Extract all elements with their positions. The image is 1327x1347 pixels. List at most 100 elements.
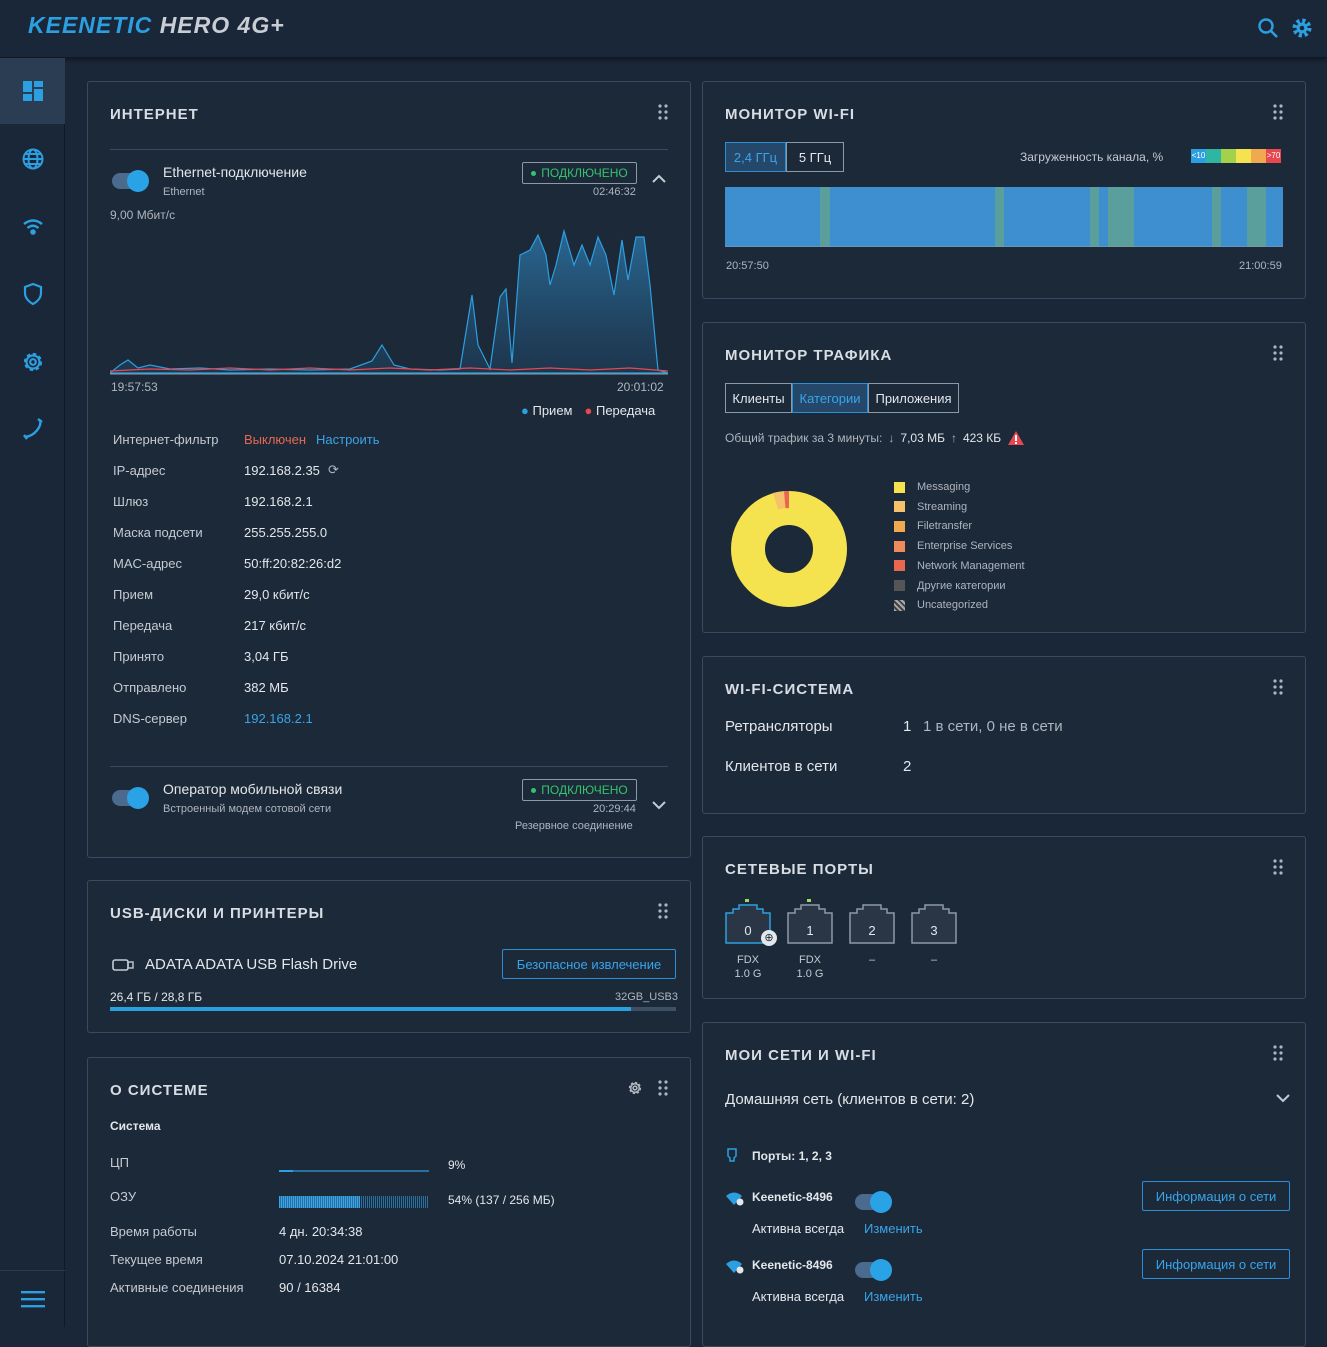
globe-icon [22, 148, 43, 170]
system-title: О СИСТЕМЕ [110, 1082, 209, 1099]
mobile-toggle[interactable] [112, 787, 149, 809]
legend-item[interactable]: Другие категории [894, 580, 1006, 592]
chevron-down-icon[interactable] [1276, 1093, 1290, 1103]
chevron-down-icon[interactable] [652, 800, 666, 810]
internet-title: ИНТЕРНЕТ [110, 106, 199, 123]
traffic-down: 7,03 МБ [900, 431, 945, 445]
uptime-label: Время работы [110, 1224, 197, 1239]
legend-swatch [894, 580, 905, 591]
warning-icon[interactable] [1007, 430, 1025, 446]
clients-label: Клиентов в сети [725, 758, 838, 775]
logo: KEENETIC HERO 4G+ [28, 12, 285, 38]
ethernet-sub: Ethernet [163, 186, 205, 198]
info-label: Отправлено [113, 680, 187, 695]
wifi-toggle[interactable] [855, 1191, 892, 1213]
port-0[interactable] [725, 899, 773, 945]
refresh-icon[interactable]: ⟳ [328, 462, 339, 477]
port-2[interactable] [849, 899, 897, 945]
top-bar: KEENETIC HERO 4G+ [0, 0, 1327, 58]
info-label: DNS-сервер [113, 711, 187, 726]
wifi-system-title: WI-FI-СИСТЕМА [725, 681, 855, 698]
ram-value: 54% (137 / 256 МБ) [448, 1193, 555, 1207]
port-number: 0 [744, 923, 752, 938]
ports-card: СЕТЕВЫЕ ПОРТЫ 0 ⊕ FDX 1.0 G 1 FDX 1.0 G 2–3– [702, 836, 1306, 999]
home-network-label[interactable]: Домашняя сеть (клиентов в сети: 2) [725, 1091, 975, 1108]
drag-handle-icon[interactable] [1273, 345, 1283, 361]
drag-handle-icon[interactable] [1273, 859, 1283, 875]
gear-icon[interactable] [1290, 16, 1314, 40]
network-info-button[interactable]: Информация о сети [1142, 1249, 1290, 1279]
legend-label: Network Management [917, 559, 1025, 572]
search-icon[interactable] [1256, 16, 1280, 40]
ethernet-name: Ethernet-подключение [163, 164, 307, 180]
sidebar-item-wifi[interactable] [0, 193, 65, 259]
info-value[interactable]: 192.168.2.1 [244, 711, 313, 726]
cpu-bar [279, 1170, 429, 1172]
legend-label: Streaming [917, 500, 968, 513]
traffic-donut [731, 490, 847, 607]
legend-item[interactable]: Enterprise Services [894, 540, 1012, 552]
drag-handle-icon[interactable] [658, 1080, 668, 1096]
port-speed: 1.0 G [796, 968, 824, 980]
port-number: 1 [806, 923, 814, 938]
info-label: Интернет-фильтр [113, 432, 219, 447]
drag-handle-icon[interactable] [1273, 679, 1283, 695]
tab-24ghz[interactable]: 2,4 ГГц [725, 142, 786, 172]
tab-5ghz[interactable]: 5 ГГц [786, 142, 844, 172]
sidebar-item-settings[interactable] [0, 329, 65, 395]
clients-count: 2 [903, 758, 912, 775]
wifi-edit-link[interactable]: Изменить [864, 1221, 923, 1236]
info-label: Передача [113, 618, 173, 633]
ethernet-port-icon [727, 1148, 737, 1162]
channel-load-label: Загруженность канала, % [1020, 150, 1164, 164]
time-value: 07.10.2024 21:01:00 [279, 1252, 399, 1267]
legend-item[interactable]: Network Management [894, 560, 1025, 572]
arrow-up-icon: ↑ [950, 431, 957, 445]
cpu-label: ЦП [110, 1155, 129, 1170]
sidebar-item-phone[interactable] [0, 396, 65, 462]
traffic-title: МОНИТОР ТРАФИКА [725, 347, 893, 364]
legend-rx: ● Прием [521, 403, 573, 418]
network-info-button[interactable]: Информация о сети [1142, 1181, 1290, 1211]
configure-filter-link[interactable]: Настроить [316, 432, 380, 447]
tab-clients[interactable]: Клиенты [725, 383, 792, 413]
legend-item[interactable]: Streaming [894, 501, 967, 513]
legend-label: Другие категории [917, 579, 1006, 592]
ethernet-toggle[interactable] [112, 170, 149, 192]
menu-button[interactable] [0, 1270, 65, 1327]
wifi-icon [22, 219, 43, 235]
info-value: 50:ff:20:82:26:d2 [244, 556, 342, 571]
safe-eject-button[interactable]: Безопасное извлечение [502, 949, 676, 979]
cpu-fill [279, 1170, 293, 1172]
legend-swatch [894, 481, 905, 493]
port-duplex: FDX [737, 954, 759, 966]
port-number: 3 [930, 923, 938, 938]
uptime-value: 4 дн. 20:34:38 [279, 1224, 363, 1239]
tab-categories[interactable]: Категории [792, 383, 868, 413]
sidebar-item-dashboard[interactable] [0, 58, 65, 124]
tab-applications[interactable]: Приложения [868, 383, 959, 413]
usb-drive-icon [112, 959, 134, 971]
drag-handle-icon[interactable] [658, 903, 668, 919]
drag-handle-icon[interactable] [1273, 104, 1283, 120]
drag-handle-icon[interactable] [658, 104, 668, 120]
repeaters-label: Ретрансляторы [725, 718, 833, 735]
ram-fill [279, 1196, 360, 1208]
drag-handle-icon[interactable] [1273, 1045, 1283, 1061]
traffic-up: 423 КБ [962, 431, 1002, 445]
wifi-edit-link[interactable]: Изменить [864, 1289, 923, 1304]
chevron-up-icon[interactable] [652, 174, 666, 184]
sidebar-item-internet[interactable] [0, 126, 65, 192]
info-value: 192.168.2.35 [244, 463, 320, 478]
legend-item[interactable]: Uncategorized [894, 599, 988, 611]
sidebar-item-security[interactable] [0, 261, 65, 327]
settings-icon[interactable] [627, 1080, 643, 1096]
info-value: 3,04 ГБ [244, 649, 289, 664]
cpu-value: 9% [448, 1158, 466, 1172]
usb-usage-fill [110, 1007, 631, 1011]
wifi-toggle[interactable] [855, 1259, 892, 1281]
port-3[interactable] [911, 899, 959, 945]
legend-item[interactable]: Filetransfer [894, 520, 972, 532]
legend-item[interactable]: Messaging [894, 481, 970, 493]
port-1[interactable] [787, 899, 835, 945]
